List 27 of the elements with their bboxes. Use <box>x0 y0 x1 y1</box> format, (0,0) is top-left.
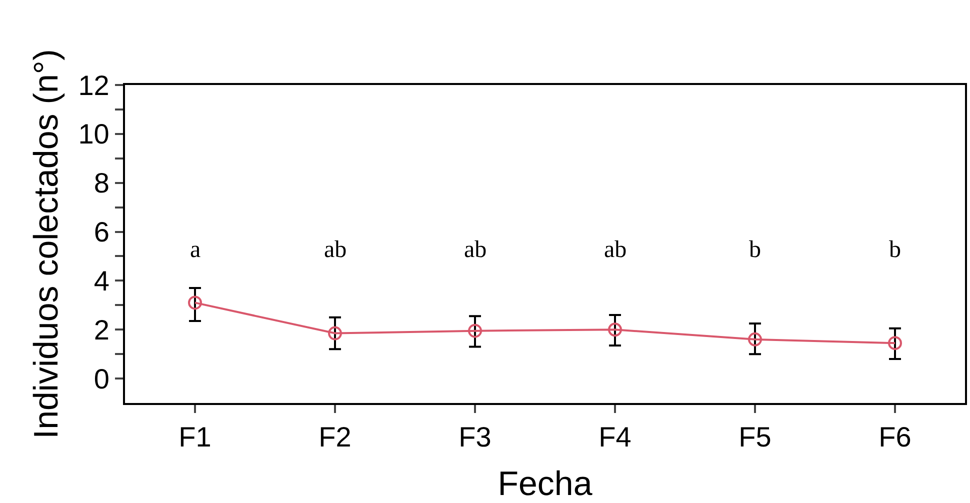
point <box>608 322 622 337</box>
point <box>468 324 482 338</box>
x-axis-title: Fecha <box>498 465 592 503</box>
x-tick-label: F5 <box>738 422 772 453</box>
point <box>748 332 762 346</box>
annotation: b <box>749 237 761 263</box>
y-tick-label: 12 <box>78 70 110 101</box>
annotation: ab <box>324 237 347 263</box>
x-tick-label: F6 <box>878 422 912 453</box>
annotation: ab <box>604 237 627 263</box>
annotation: b <box>889 237 901 263</box>
y-tick-label: 0 <box>94 363 110 394</box>
x-tick-label: F3 <box>458 422 492 453</box>
point <box>188 296 202 310</box>
y-tick-label: 10 <box>78 118 110 150</box>
y-axis-title: Individuos colectados (n°) <box>27 49 66 439</box>
y-tick-label: 6 <box>94 216 110 248</box>
y-tick-label: 8 <box>94 168 110 199</box>
x-tick-label: F1 <box>178 422 212 453</box>
point <box>888 336 902 350</box>
y-tick-label: 4 <box>94 265 110 296</box>
annotation: a <box>190 237 201 263</box>
y-tick-label: 2 <box>94 314 110 346</box>
point <box>328 326 342 340</box>
annotation: ab <box>464 237 487 263</box>
x-tick-label: F4 <box>598 422 632 453</box>
x-tick-label: F2 <box>318 422 352 453</box>
